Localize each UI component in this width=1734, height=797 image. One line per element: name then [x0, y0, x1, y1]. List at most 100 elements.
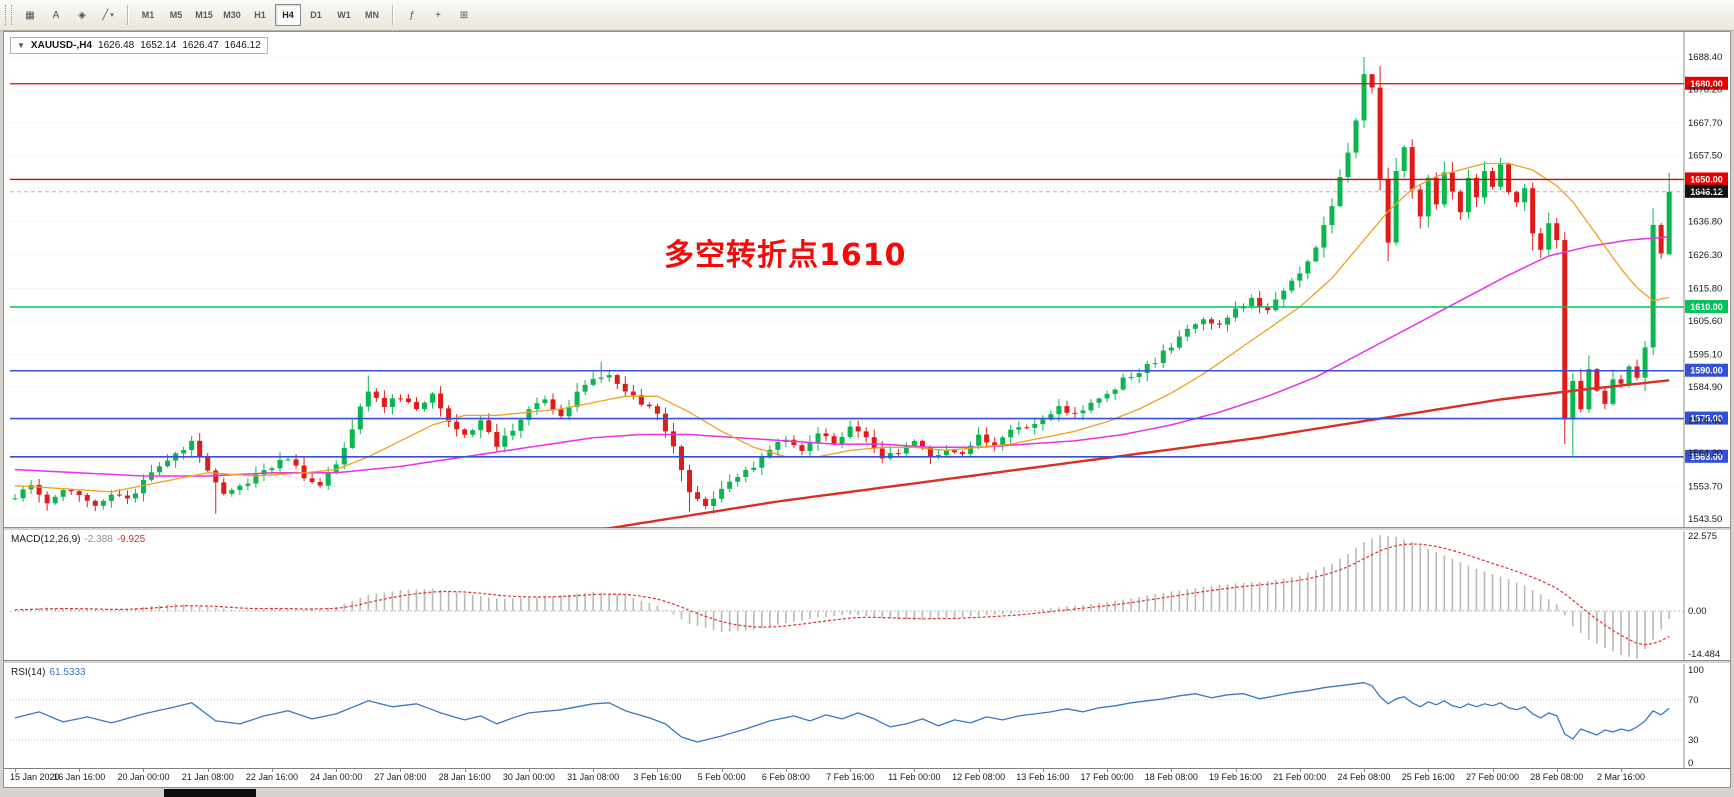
- timeframe-m30-button[interactable]: M30: [223, 10, 241, 20]
- ohlc-high: 1652.14: [140, 40, 177, 51]
- ohlc-close: 1646.12: [224, 40, 261, 51]
- time-axis-label: 21 Feb 00:00: [1273, 772, 1327, 783]
- time-axis-label: 24 Jan 00:00: [310, 772, 363, 783]
- time-axis-label: 12 Feb 08:00: [952, 772, 1006, 783]
- time-tick: [207, 769, 209, 773]
- time-tick: [1107, 769, 1109, 773]
- chart-grid-button[interactable]: ▦: [25, 9, 35, 21]
- chart-title-box[interactable]: ▼ XAUUSD-,H4 1626.48 1652.14 1626.47 164…: [10, 37, 268, 54]
- svg-text:1678.20: 1678.20: [1688, 85, 1722, 96]
- tile-windows-button[interactable]: ⊞: [459, 9, 469, 21]
- price-plot[interactable]: 1680.00 1650.00 1610.00 1590.00 1575.00 1563.…: [4, 32, 1730, 528]
- rsi-plot[interactable]: 100 70 30 0: [4, 664, 1730, 769]
- timeframe-m5-button[interactable]: M5: [169, 10, 183, 20]
- svg-text:1646.12: 1646.12: [1690, 187, 1723, 197]
- macd-signal-line: [14, 543, 1670, 646]
- ohlc-open: 1626.48: [98, 40, 135, 51]
- chart-window: 1680.00 1650.00 1610.00 1590.00 1575.00 1563.…: [3, 31, 1731, 788]
- timeframe-m15-button[interactable]: M15: [195, 10, 213, 20]
- time-tick: [400, 769, 402, 773]
- macd-name: MACD(12,26,9): [11, 534, 81, 546]
- line-studies-tool-button[interactable]: ╱ ▾: [102, 9, 114, 21]
- pane-splitter[interactable]: [4, 660, 1730, 665]
- svg-text:1595.10: 1595.10: [1688, 349, 1722, 360]
- time-axis-label: 27 Feb 00:00: [1465, 772, 1520, 783]
- time-tick: [271, 769, 273, 773]
- svg-text:1610.00: 1610.00: [1690, 302, 1723, 312]
- symbol-period-label: XAUUSD-,H4: [30, 40, 93, 51]
- ma-fast: [14, 162, 1670, 493]
- time-tick: [464, 769, 466, 773]
- time-tick: [785, 769, 787, 773]
- rsi-value: 61.5333: [49, 667, 86, 679]
- text-label-tool-button[interactable]: A: [52, 9, 60, 21]
- time-axis-label: 11 Feb 00:00: [888, 772, 941, 783]
- time-axis-label: 3 Feb 16:00: [633, 772, 682, 783]
- svg-text:1590.00: 1590.00: [1690, 366, 1723, 376]
- pane-splitter[interactable]: [4, 527, 1730, 532]
- svg-text:22.575: 22.575: [1688, 531, 1717, 542]
- collapse-icon[interactable]: ▼: [17, 41, 25, 50]
- time-axis-label: 27 Jan 08:00: [374, 772, 427, 783]
- chart-annotation-text[interactable]: 多空转折点1610: [664, 238, 907, 273]
- time-axis-label: 25 Feb 16:00: [1401, 772, 1455, 783]
- time-tick: [15, 769, 16, 773]
- price-axis: 1688.40 1678.20 1667.70 1657.50 1647.00 1636.…: [1688, 52, 1722, 525]
- time-axis-label: 19 Feb 16:00: [1209, 772, 1263, 783]
- svg-text:1636.80: 1636.80: [1688, 217, 1722, 228]
- svg-text:-14.484: -14.484: [1688, 649, 1720, 660]
- time-tick: [1428, 769, 1430, 773]
- time-axis-label: 7 Feb 16:00: [826, 772, 875, 783]
- svg-text:1657.50: 1657.50: [1688, 151, 1722, 162]
- time-axis-label: 30 Jan 00:00: [502, 772, 555, 783]
- timeframe-buttons: M1 M5 M15 M30 H1 H4 D1 W1 MN: [134, 4, 386, 26]
- time-tick: [657, 769, 659, 773]
- indicators-button[interactable]: ƒ: [409, 9, 415, 21]
- svg-text:1564.20: 1564.20: [1688, 448, 1722, 459]
- timeframe-m1-button[interactable]: M1: [141, 10, 155, 20]
- rsi-line: [14, 682, 1670, 743]
- time-tick: [1042, 769, 1044, 773]
- rsi-name: RSI(14): [11, 667, 46, 679]
- candles-layer: [12, 57, 1672, 514]
- time-axis-label: 5 Feb 00:00: [697, 772, 746, 783]
- time-axis-label: 24 Feb 08:00: [1337, 772, 1391, 783]
- time-tick: [1556, 769, 1558, 773]
- time-axis[interactable]: 15 Jan 2020 16 Jan 16:00 20 Jan 00:00 21 Ja…: [4, 768, 1730, 787]
- add-object-button[interactable]: +: [435, 9, 441, 21]
- toolbar-grip[interactable]: [5, 5, 12, 25]
- svg-text:1575.00: 1575.00: [1690, 414, 1723, 424]
- time-axis-label: 16 Jan 16:00: [53, 772, 106, 783]
- timeframe-h1-button[interactable]: H1: [254, 10, 266, 20]
- price-pane: 1680.00 1650.00 1610.00 1590.00 1575.00 1563.…: [4, 32, 1730, 528]
- rsi-pane: 100 70 30 0 RSI(14) 61.5333: [4, 664, 1730, 769]
- grid-layer: [10, 56, 1684, 520]
- time-axis-label: 28 Feb 08:00: [1530, 772, 1584, 783]
- svg-text:1574.40: 1574.40: [1688, 415, 1722, 426]
- time-tick: [978, 769, 980, 773]
- time-axis-label: 20 Jan 00:00: [117, 772, 170, 783]
- svg-text:1563.00: 1563.00: [1690, 452, 1723, 462]
- time-tick: [1299, 769, 1301, 773]
- timeframe-w1-button[interactable]: W1: [337, 10, 351, 20]
- time-axis-label: 2 Mar 16:00: [1596, 772, 1646, 783]
- timeframe-mn-button[interactable]: MN: [365, 10, 379, 20]
- svg-text:1667.70: 1667.70: [1688, 118, 1722, 129]
- svg-text:1647.00: 1647.00: [1688, 184, 1722, 195]
- svg-text:1553.70: 1553.70: [1688, 481, 1722, 492]
- arrow-object-tool-button[interactable]: ◈: [78, 9, 86, 21]
- timeframe-d1-button[interactable]: D1: [310, 10, 322, 20]
- time-tick: [850, 769, 852, 773]
- timeframe-h4-button[interactable]: H4: [275, 4, 301, 26]
- bottom-strip: [0, 788, 1734, 797]
- time-axis-label: 21 Jan 08:00: [181, 772, 234, 783]
- time-axis-label: 17 Feb 00:00: [1080, 772, 1134, 783]
- time-tick: [593, 769, 595, 773]
- svg-text:1626.30: 1626.30: [1688, 250, 1722, 261]
- svg-text:1650.00: 1650.00: [1690, 174, 1723, 184]
- svg-text:0.00: 0.00: [1688, 606, 1707, 617]
- time-axis-label: 6 Feb 08:00: [761, 772, 810, 783]
- taskbar-item[interactable]: [164, 789, 256, 797]
- macd-plot[interactable]: 22.575 0.00 -14.484: [4, 531, 1730, 661]
